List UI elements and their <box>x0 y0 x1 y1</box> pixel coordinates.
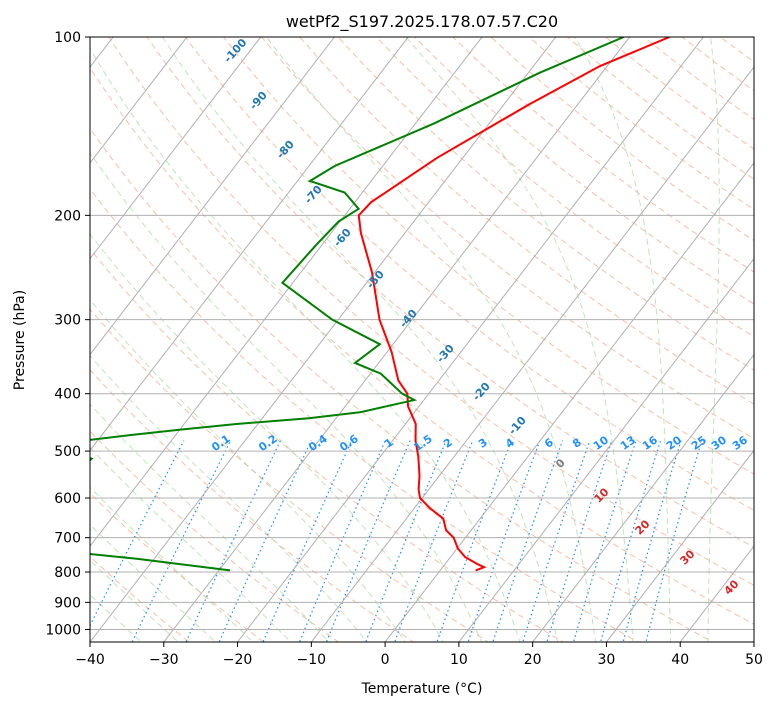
isotherm <box>90 37 188 164</box>
mixing-ratio-line <box>218 440 312 642</box>
mixing-ratio-line <box>492 440 564 642</box>
x-tick-label: 30 <box>598 652 616 668</box>
x-tick-label: 50 <box>745 652 763 668</box>
mixing-ratio-line <box>546 440 613 642</box>
mixing-ratio-line <box>467 440 541 642</box>
isotherm <box>458 257 754 642</box>
mixing-ratio-line <box>185 440 282 642</box>
y-tick-label: 100 <box>54 30 81 46</box>
isotherm <box>90 37 483 548</box>
y-tick-label: 300 <box>54 313 81 329</box>
dry-adiabat <box>375 37 754 338</box>
isotherm <box>236 37 705 642</box>
mixing-ratio-line <box>522 440 591 642</box>
axis-ticks: −40 −30 −20 −10 0 10 20 30 40 50 100 200 300 400 500 60… <box>45 30 763 668</box>
y-tick-label: 700 <box>54 531 81 547</box>
mixing-ratio-line <box>90 440 185 627</box>
x-tick-label: 0 <box>381 652 390 668</box>
chart-title: wetPf2_S197.2025.178.07.57.C20 <box>286 12 558 32</box>
x-axis-label: Temperature (°C) <box>361 681 483 697</box>
isotherm <box>532 353 754 642</box>
moist-adiabat <box>405 37 634 642</box>
x-tick-label: −40 <box>75 652 105 668</box>
profile-line <box>357 37 670 572</box>
profile-lines <box>90 37 670 572</box>
y-tick-label: 1000 <box>45 622 81 638</box>
dry-adiabat <box>223 37 754 475</box>
x-tick-label: 40 <box>671 652 689 668</box>
y-tick-label: 500 <box>54 444 81 460</box>
mixing-ratio-line <box>131 440 232 642</box>
mixing-ratio-line <box>298 440 386 642</box>
moist-adiabat <box>90 47 521 642</box>
mixing-ratio-line <box>436 440 513 642</box>
x-tick-label: −30 <box>149 652 179 668</box>
mixing-ratio-line <box>325 440 411 642</box>
isotherm <box>679 545 754 642</box>
moist-adiabat <box>90 594 143 642</box>
y-tick-label: 900 <box>54 595 81 611</box>
mixing-ratio-line <box>365 440 447 642</box>
plot-frame <box>89 36 755 643</box>
isotherm <box>163 37 631 642</box>
y-tick-label: 600 <box>54 491 81 507</box>
profile-line <box>90 37 625 572</box>
moist-adiabat <box>90 523 217 642</box>
isotherm <box>90 37 262 260</box>
isotherm <box>384 162 754 642</box>
x-tick-label: 20 <box>524 652 542 668</box>
y-tick-label: 800 <box>54 565 81 581</box>
x-tick-label: −20 <box>223 652 253 668</box>
isotherm <box>310 66 754 642</box>
moist-adiabat <box>574 37 672 642</box>
isotherm <box>90 37 409 452</box>
x-tick-label: 10 <box>450 652 468 668</box>
y-tick-label: 200 <box>54 208 81 224</box>
grid-lines <box>90 37 754 642</box>
dry-adiabat <box>337 37 754 371</box>
mixing-ratio-line <box>394 440 474 642</box>
moist-adiabat <box>90 486 254 642</box>
isotherm <box>605 449 754 642</box>
isotherm <box>90 37 336 356</box>
moist-adiabat <box>90 559 180 642</box>
x-tick-label: −10 <box>297 652 327 668</box>
y-tick-label: 400 <box>54 387 81 403</box>
moist-adiabat <box>265 37 597 642</box>
mixing-ratio-line <box>262 440 353 642</box>
y-axis-label: Pressure (hPa) <box>12 290 28 390</box>
